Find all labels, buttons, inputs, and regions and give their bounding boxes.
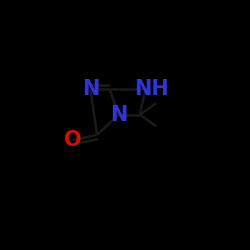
Text: N: N	[110, 105, 127, 125]
Text: NH: NH	[134, 79, 169, 99]
Text: O: O	[64, 130, 82, 150]
Text: N: N	[82, 79, 99, 99]
